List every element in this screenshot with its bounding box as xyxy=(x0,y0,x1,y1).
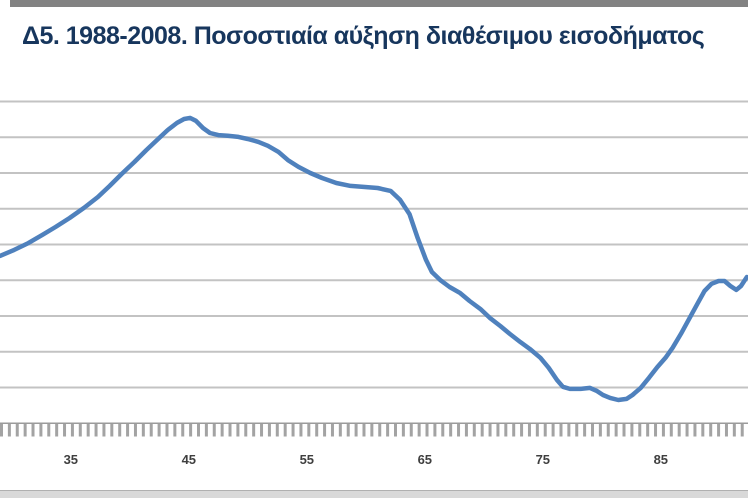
x-axis-label: 75 xyxy=(535,452,551,467)
data-line-series xyxy=(0,115,748,403)
gridlines xyxy=(0,100,748,425)
x-axis-label: 55 xyxy=(299,452,315,467)
x-axis-label: 85 xyxy=(653,452,669,467)
top-divider-bar xyxy=(10,0,748,7)
chart-title: Δ5. 1988-2008. Ποσοστιαία αύξηση διαθέσι… xyxy=(22,22,705,50)
x-axis-label: 45 xyxy=(181,452,197,467)
x-axis-label: 65 xyxy=(417,452,433,467)
bottom-divider-bar xyxy=(0,490,748,498)
x-axis-label: 35 xyxy=(63,452,79,467)
x-axis-ticks xyxy=(0,424,744,437)
